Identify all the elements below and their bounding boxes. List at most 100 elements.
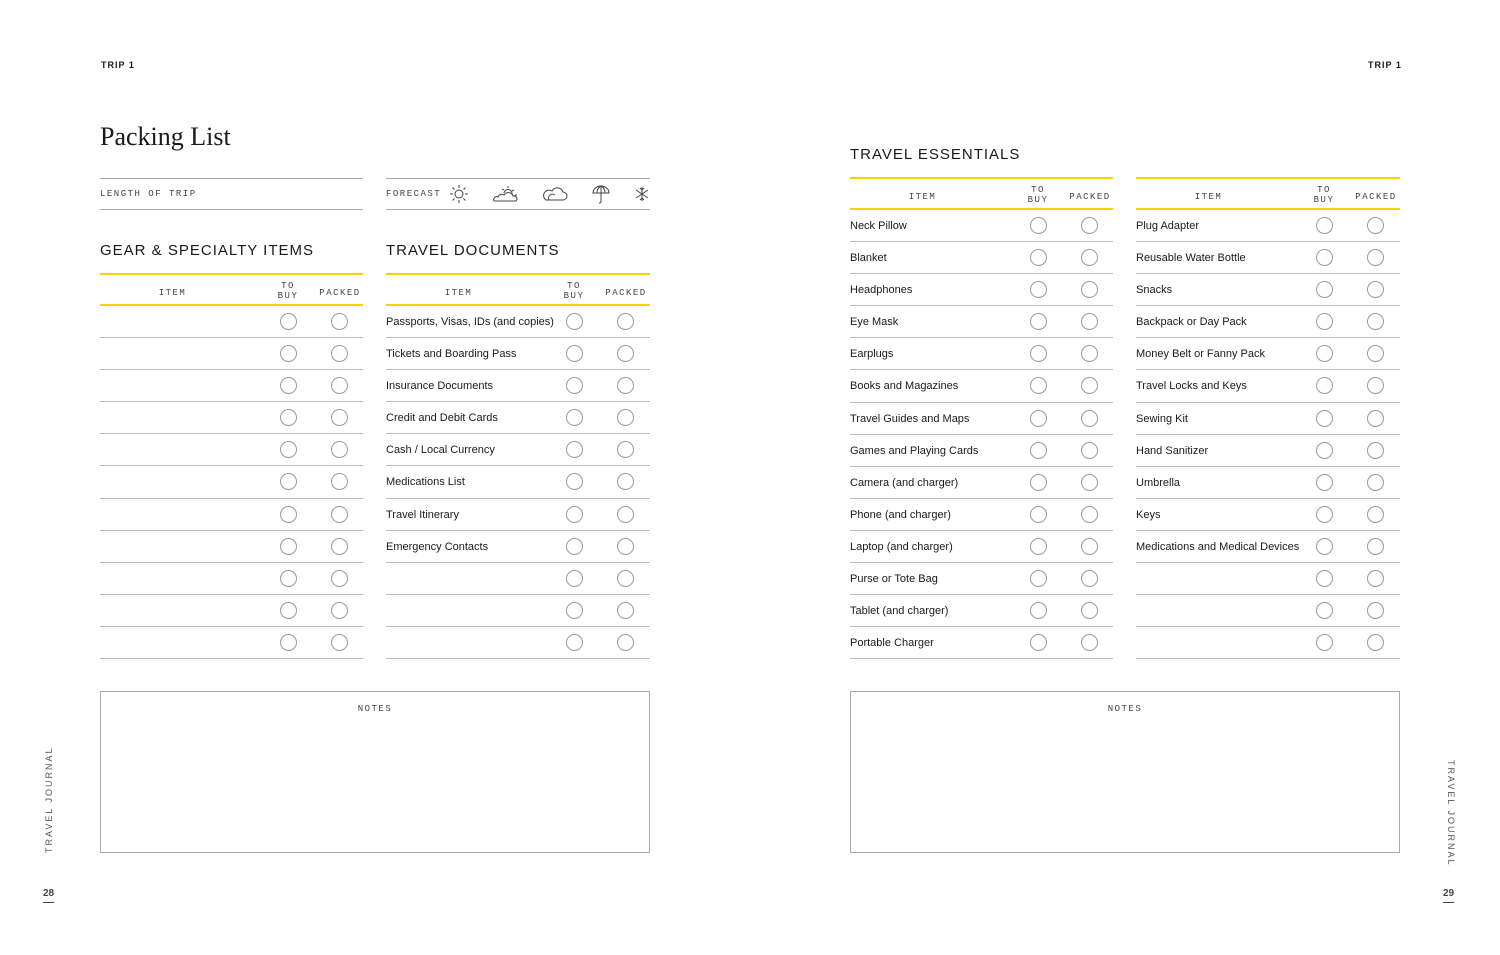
packed-checkbox[interactable] — [1367, 409, 1384, 427]
packed-checkbox[interactable] — [1081, 441, 1098, 459]
packed-checkbox[interactable] — [1367, 345, 1384, 363]
packed-checkbox[interactable] — [1367, 313, 1384, 331]
packed-checkbox[interactable] — [331, 473, 348, 491]
to-buy-checkbox[interactable] — [1316, 602, 1333, 620]
to-buy-checkbox[interactable] — [1316, 249, 1333, 267]
to-buy-checkbox[interactable] — [280, 473, 297, 491]
to-buy-checkbox[interactable] — [566, 633, 583, 651]
packed-checkbox[interactable] — [1081, 409, 1098, 427]
packed-checkbox[interactable] — [1081, 313, 1098, 331]
packed-checkbox[interactable] — [1367, 602, 1384, 620]
packed-checkbox[interactable] — [331, 345, 348, 363]
to-buy-checkbox[interactable] — [566, 313, 583, 330]
to-buy-checkbox[interactable] — [1030, 441, 1047, 459]
packed-checkbox[interactable] — [617, 601, 634, 619]
to-buy-checkbox[interactable] — [1316, 409, 1333, 427]
to-buy-checkbox[interactable] — [566, 473, 583, 491]
to-buy-checkbox[interactable] — [1030, 217, 1047, 234]
to-buy-checkbox[interactable] — [1030, 634, 1047, 652]
length-of-trip-field[interactable]: LENGTH OF TRIP — [100, 178, 363, 210]
to-buy-checkbox[interactable] — [1316, 345, 1333, 363]
packed-checkbox[interactable] — [617, 505, 634, 523]
packed-checkbox[interactable] — [331, 441, 348, 459]
to-buy-checkbox[interactable] — [1316, 441, 1333, 459]
packed-checkbox[interactable] — [1081, 570, 1098, 588]
to-buy-checkbox[interactable] — [280, 569, 297, 587]
to-buy-checkbox[interactable] — [566, 377, 583, 395]
to-buy-checkbox[interactable] — [1030, 249, 1047, 267]
to-buy-checkbox[interactable] — [1316, 217, 1333, 234]
packed-checkbox[interactable] — [1367, 441, 1384, 459]
umbrella-icon[interactable] — [591, 184, 611, 204]
packed-checkbox[interactable] — [617, 569, 634, 587]
packed-checkbox[interactable] — [1367, 634, 1384, 652]
packed-checkbox[interactable] — [617, 313, 634, 330]
to-buy-checkbox[interactable] — [1316, 537, 1333, 555]
to-buy-checkbox[interactable] — [280, 633, 297, 651]
to-buy-checkbox[interactable] — [566, 409, 583, 427]
packed-checkbox[interactable] — [1367, 537, 1384, 555]
packed-checkbox[interactable] — [1081, 473, 1098, 491]
to-buy-checkbox[interactable] — [566, 441, 583, 459]
to-buy-checkbox[interactable] — [1316, 505, 1333, 523]
packed-checkbox[interactable] — [617, 345, 634, 363]
to-buy-checkbox[interactable] — [280, 601, 297, 619]
packed-checkbox[interactable] — [1367, 217, 1384, 234]
to-buy-checkbox[interactable] — [1316, 377, 1333, 395]
packed-checkbox[interactable] — [331, 505, 348, 523]
packed-checkbox[interactable] — [1081, 505, 1098, 523]
packed-checkbox[interactable] — [331, 377, 348, 395]
packed-checkbox[interactable] — [617, 537, 634, 555]
to-buy-checkbox[interactable] — [280, 377, 297, 395]
snowflake-icon[interactable] — [634, 186, 650, 202]
to-buy-checkbox[interactable] — [1030, 602, 1047, 620]
packed-checkbox[interactable] — [1081, 377, 1098, 395]
to-buy-checkbox[interactable] — [1316, 281, 1333, 299]
packed-checkbox[interactable] — [331, 409, 348, 427]
packed-checkbox[interactable] — [1081, 602, 1098, 620]
to-buy-checkbox[interactable] — [1316, 473, 1333, 491]
packed-checkbox[interactable] — [1367, 473, 1384, 491]
to-buy-checkbox[interactable] — [280, 345, 297, 363]
packed-checkbox[interactable] — [331, 601, 348, 619]
packed-checkbox[interactable] — [1081, 217, 1098, 234]
to-buy-checkbox[interactable] — [566, 505, 583, 523]
packed-checkbox[interactable] — [1081, 249, 1098, 267]
packed-checkbox[interactable] — [1081, 281, 1098, 299]
to-buy-checkbox[interactable] — [1030, 345, 1047, 363]
to-buy-checkbox[interactable] — [1030, 313, 1047, 331]
packed-checkbox[interactable] — [617, 633, 634, 651]
to-buy-checkbox[interactable] — [1030, 473, 1047, 491]
to-buy-checkbox[interactable] — [280, 505, 297, 523]
packed-checkbox[interactable] — [331, 633, 348, 651]
packed-checkbox[interactable] — [1367, 505, 1384, 523]
to-buy-checkbox[interactable] — [1030, 570, 1047, 588]
to-buy-checkbox[interactable] — [566, 345, 583, 363]
packed-checkbox[interactable] — [617, 409, 634, 427]
packed-checkbox[interactable] — [1081, 634, 1098, 652]
cloud-icon[interactable] — [542, 184, 568, 204]
to-buy-checkbox[interactable] — [1030, 409, 1047, 427]
packed-checkbox[interactable] — [617, 377, 634, 395]
packed-checkbox[interactable] — [1367, 281, 1384, 299]
packed-checkbox[interactable] — [1367, 249, 1384, 267]
partly-cloudy-icon[interactable] — [492, 184, 518, 204]
to-buy-checkbox[interactable] — [1316, 313, 1333, 331]
sun-icon[interactable] — [449, 184, 469, 204]
notes-box-left[interactable]: NOTES — [100, 691, 650, 853]
to-buy-checkbox[interactable] — [1316, 634, 1333, 652]
to-buy-checkbox[interactable] — [1030, 377, 1047, 395]
packed-checkbox[interactable] — [1081, 537, 1098, 555]
packed-checkbox[interactable] — [331, 569, 348, 587]
to-buy-checkbox[interactable] — [566, 601, 583, 619]
packed-checkbox[interactable] — [617, 441, 634, 459]
to-buy-checkbox[interactable] — [280, 441, 297, 459]
to-buy-checkbox[interactable] — [280, 313, 297, 330]
packed-checkbox[interactable] — [331, 537, 348, 555]
to-buy-checkbox[interactable] — [1316, 570, 1333, 588]
packed-checkbox[interactable] — [1367, 377, 1384, 395]
packed-checkbox[interactable] — [1367, 570, 1384, 588]
to-buy-checkbox[interactable] — [566, 569, 583, 587]
packed-checkbox[interactable] — [617, 473, 634, 491]
to-buy-checkbox[interactable] — [1030, 537, 1047, 555]
